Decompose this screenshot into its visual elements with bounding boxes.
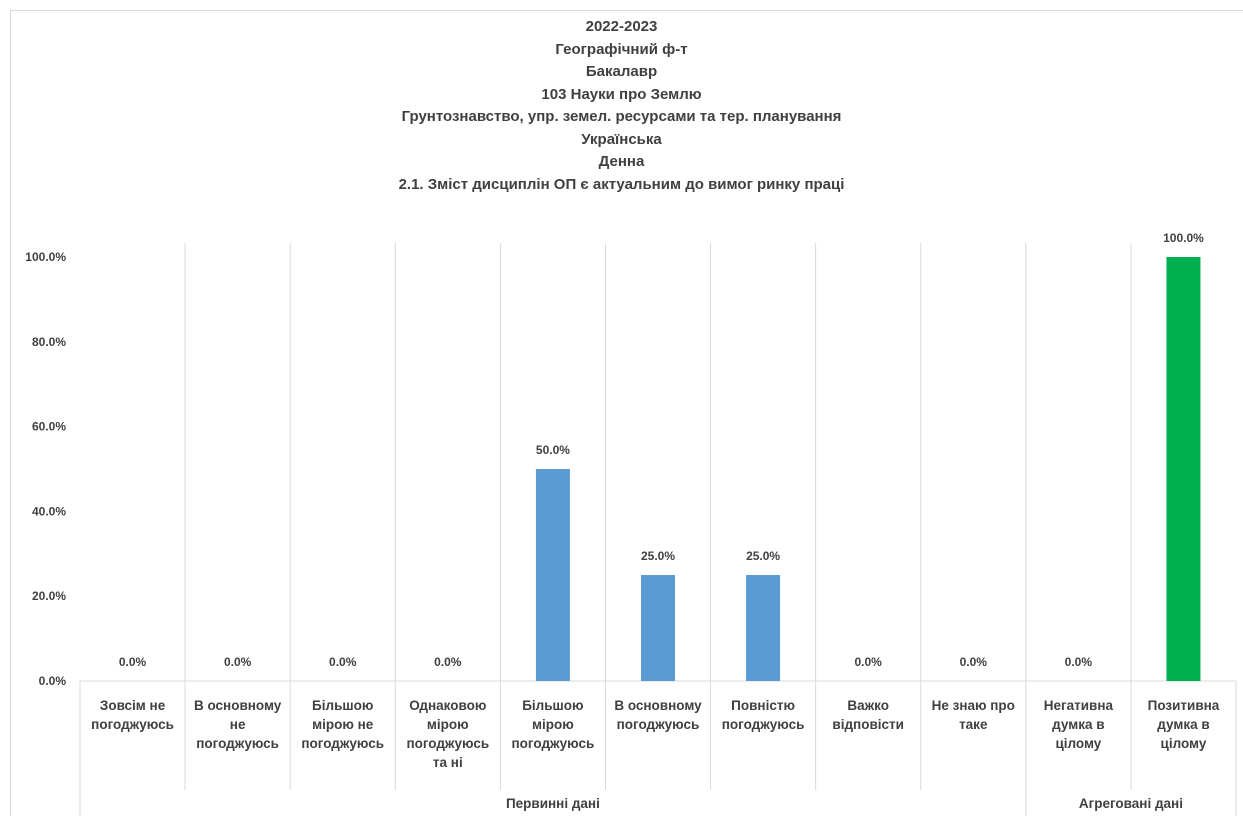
bar — [535, 469, 570, 681]
title-line-question: 2.1. Зміст дисциплін ОП є актуальним до … — [398, 175, 845, 193]
bar — [1166, 257, 1201, 681]
y-tick-label: 80.0% — [32, 335, 66, 349]
y-tick-label: 60.0% — [32, 420, 66, 434]
x-tick-label-line: Важко — [847, 698, 889, 713]
x-tick-label: Більшою мірою не погоджуюсь — [301, 698, 384, 751]
x-tick-label: Більшою мірою погоджуюсь — [512, 698, 595, 751]
y-tick-label: 0.0% — [39, 674, 67, 688]
x-tick-label: Не знаю про таке — [932, 698, 1015, 732]
x-tick-label-line: відповісти — [832, 717, 904, 732]
x-tick-label-line: Більшою — [312, 698, 373, 713]
x-tick-label-line: думка в — [1157, 717, 1209, 732]
x-tick-label: В основному погоджуюсь — [614, 698, 702, 732]
x-tick-label-line: Негативна — [1044, 698, 1114, 713]
x-tick-label-line: цілому — [1055, 736, 1101, 751]
x-tick-label-line: мірою не — [312, 717, 374, 732]
data-label: 0.0% — [434, 655, 462, 669]
data-label: 0.0% — [329, 655, 357, 669]
x-tick-label: Важко відповісти — [832, 698, 904, 732]
x-tick-label-line: Не знаю про — [932, 698, 1015, 713]
title-line-language: Українська — [581, 130, 662, 148]
y-tick-label: 100.0% — [25, 250, 66, 264]
title-line-faculty: Географічний ф-т — [555, 40, 688, 58]
data-label: 0.0% — [224, 655, 252, 669]
x-tick-label-line: цілому — [1161, 736, 1207, 751]
group-label: Агреговані дані — [1079, 796, 1183, 811]
x-tick-label-line: погоджуюсь — [91, 717, 174, 732]
data-label: 50.0% — [536, 443, 570, 457]
title-line-specialty: 103 Науки про Землю — [541, 85, 702, 103]
x-tick-label-line: погоджуюсь — [301, 736, 384, 751]
x-tick-label-line: Позитивна — [1148, 698, 1220, 713]
title-line-year: 2022-2023 — [585, 18, 658, 35]
x-tick-label-line: погоджуюсь — [617, 717, 700, 732]
x-tick-label-line: погоджуюсь — [512, 736, 595, 751]
chart-title: 2022-2023 Географічний ф-т Бакалавр 103 … — [0, 16, 1243, 196]
x-tick-label-line: Більшою — [522, 698, 583, 713]
data-label: 25.0% — [746, 549, 780, 563]
x-tick-label: Однаковою мірою погоджуюсь та ні — [406, 698, 489, 770]
x-tick-label-line: погоджуюсь — [722, 717, 805, 732]
x-tick-label-line: погоджуюсь — [406, 736, 489, 751]
bar-layer — [535, 257, 1201, 681]
x-tick-label: Повністю погоджуюсь — [722, 698, 805, 732]
x-tick-label-line: думка в — [1052, 717, 1104, 732]
group-label: Первинні дані — [506, 796, 600, 811]
chart-frame — [10, 10, 1243, 816]
x-tick-label: Позитивна думка в цілому — [1148, 698, 1220, 751]
x-tick-label: Негативна думка в цілому — [1044, 698, 1114, 751]
y-tick-label: 40.0% — [32, 504, 66, 518]
x-tick-label-line: та ні — [433, 755, 463, 770]
data-label: 0.0% — [1065, 655, 1093, 669]
data-label: 25.0% — [641, 549, 675, 563]
bar — [641, 575, 675, 681]
x-tick-label-line: Повністю — [731, 698, 795, 713]
x-tick-label-line: не — [230, 717, 246, 732]
data-label: 0.0% — [960, 655, 988, 669]
x-tick-label-line: таке — [959, 717, 988, 732]
x-tick-label-line: погоджуюсь — [196, 736, 279, 751]
bar — [746, 575, 781, 681]
y-tick-label: 20.0% — [32, 589, 66, 603]
data-label: 100.0% — [1163, 231, 1204, 245]
x-tick-label: В основному не погоджуюсь — [194, 698, 282, 751]
x-tick-label-line: В основному — [194, 698, 282, 713]
data-label: 0.0% — [855, 655, 883, 669]
x-tick-label-line: В основному — [614, 698, 702, 713]
title-line-program: Грунтознавство, упр. земел. ресурсами та… — [401, 108, 842, 125]
label-layer: 0.0% 20.0% 40.0% 60.0% 80.0% 100.0% 0.0% Зовсім… — [25, 231, 1219, 811]
x-tick-label-line: мірою — [427, 717, 469, 732]
x-tick-label-line: мірою — [532, 717, 574, 732]
x-tick-label: Зовсім не погоджуюсь — [91, 698, 174, 732]
title-line-form: Денна — [598, 153, 645, 170]
x-tick-label-line: Однаковою — [409, 698, 486, 713]
x-tick-label-line: Зовсім не — [100, 698, 166, 713]
data-label: 0.0% — [119, 655, 147, 669]
title-line-degree: Бакалавр — [585, 63, 658, 80]
